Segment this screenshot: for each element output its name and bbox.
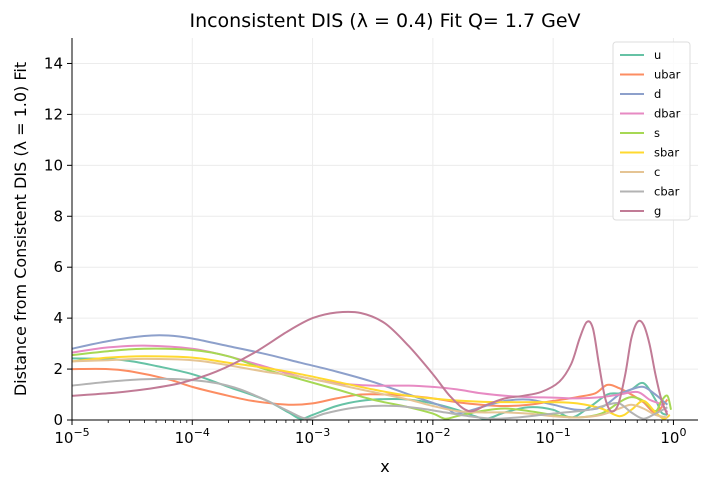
legend: u ubar d dbar s sbar c cbar g — [612, 41, 691, 221]
gridlines — [71, 38, 698, 421]
series-line-g — [71, 310, 669, 416]
legend-label-ubar: ubar — [654, 68, 681, 82]
legend-label-c: c — [654, 165, 660, 179]
chart-title: Inconsistent DIS (λ = 0.4) Fit Q= 1.7 Ge… — [189, 10, 580, 32]
legend-label-d: d — [654, 87, 661, 101]
legend-label-u: u — [654, 48, 661, 62]
x-tick-label: 10−1 — [536, 426, 571, 447]
x-tick-label: 10−2 — [415, 426, 450, 447]
legend-label-s: s — [654, 126, 660, 140]
x-tick-label: 10−4 — [175, 426, 210, 447]
y-tick-label: 0 — [53, 411, 63, 429]
y-tick-label: 14 — [44, 54, 63, 72]
legend-box — [612, 41, 691, 221]
y-tick-label: 8 — [53, 207, 63, 225]
y-ticks: 0 2 4 6 8 10 12 14 — [44, 54, 72, 429]
legend-label-dbar: dbar — [654, 107, 681, 121]
y-tick-label: 4 — [53, 309, 63, 327]
y-tick-label: 12 — [44, 105, 63, 123]
y-tick-label: 6 — [53, 258, 63, 276]
legend-label-g: g — [654, 204, 661, 218]
y-axis-title: Distance from Consistent DIS (λ = 1.0) F… — [11, 62, 30, 396]
x-tick-label: 10−5 — [54, 426, 89, 447]
x-ticks: 10−5 10−4 10−3 10−2 10−1 100 — [54, 420, 686, 447]
series-line-cbar — [71, 377, 668, 420]
x-tick-label: 10−3 — [295, 426, 330, 447]
legend-label-sbar: sbar — [654, 146, 679, 160]
x-axis-title: x — [380, 457, 389, 476]
axes — [71, 38, 698, 421]
series-lines — [71, 310, 672, 420]
y-tick-label: 2 — [53, 360, 63, 378]
series-line-sbar — [71, 355, 671, 420]
legend-label-cbar: cbar — [654, 185, 680, 199]
y-tick-label: 10 — [44, 156, 63, 174]
x-tick-label: 100 — [660, 426, 686, 447]
